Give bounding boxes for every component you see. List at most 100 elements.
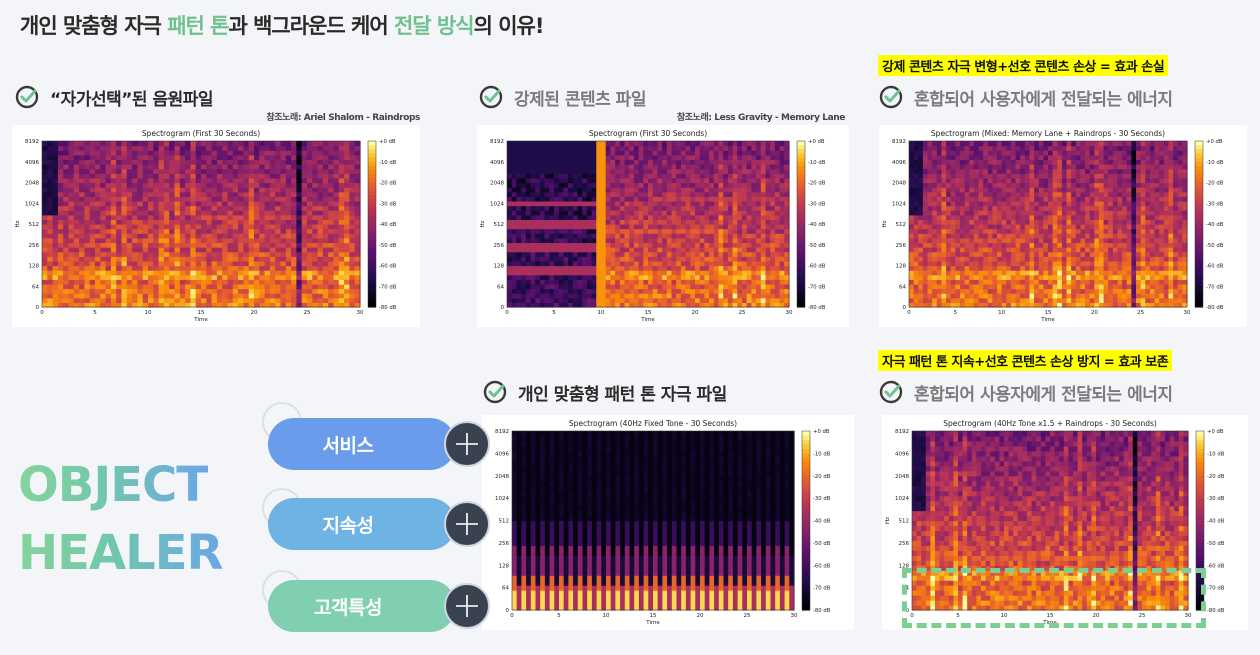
spectrogram-cell (148, 242, 154, 248)
spectrogram-cell (727, 168, 734, 174)
spectrogram-cell (68, 214, 75, 220)
spectrogram-cell (913, 191, 919, 197)
spectrogram-cell (291, 168, 297, 174)
spectrogram-cell (132, 302, 138, 308)
spectrogram-cell (507, 256, 513, 262)
y-tick-label: 0 (36, 305, 40, 311)
spectrogram-cell (153, 214, 160, 220)
spectrogram-cell (624, 205, 630, 211)
spectrogram-cell (941, 200, 947, 207)
spectrogram-cell (285, 302, 292, 308)
spectrogram-cell (633, 302, 640, 308)
spectrogram-cell (163, 297, 170, 303)
spectrogram-cell (227, 288, 234, 294)
spectrogram-cell (285, 288, 292, 294)
spectrogram-cell (648, 233, 654, 239)
spectrogram-cell (685, 205, 691, 211)
spectrogram-cell (333, 247, 340, 253)
spectrogram-cell (248, 270, 255, 276)
colorbar-segment (797, 232, 805, 238)
spectrogram-cell (121, 233, 128, 239)
spectrogram-cell (137, 141, 144, 147)
spectrogram-cell (312, 200, 319, 207)
spectrogram-cell (211, 270, 218, 276)
spectrogram-cell (121, 173, 128, 179)
colorbar-tick-label: -10 dB (379, 160, 397, 166)
spectrogram-cell (211, 191, 218, 197)
spectrogram-cell (732, 191, 738, 197)
spectrogram-cell (238, 150, 244, 156)
spectrogram-cell (680, 173, 687, 179)
spectrogram-cell (275, 150, 282, 156)
spectrogram-cell (148, 270, 154, 276)
spectrogram-cell (563, 274, 569, 280)
spectrogram-cell (248, 233, 255, 239)
spectrogram-cell (349, 177, 356, 184)
spectrogram-chosen: Spectrogram (First 30 Seconds) 8192 4096 20… (12, 125, 420, 327)
spectrogram-cell (227, 297, 234, 303)
spectrogram-cell (685, 177, 691, 184)
spectrogram-cell (216, 145, 223, 151)
spectrogram-cell (918, 279, 924, 285)
spectrogram-cell (544, 265, 550, 271)
spectrogram-cell (243, 270, 250, 276)
spectrogram-cell (296, 177, 303, 184)
spectrogram-cell (153, 265, 160, 271)
spectrogram-cell (344, 288, 350, 294)
spectrogram-cell (206, 219, 213, 225)
spectrogram-cell (913, 302, 919, 308)
spectrogram-cell (577, 247, 583, 253)
spectrogram-cell (918, 187, 924, 193)
spectrogram-cell (577, 205, 583, 211)
spectrogram-cell (605, 159, 611, 165)
spectrogram-cell (338, 145, 345, 151)
spectrogram-cell (275, 191, 282, 197)
spectrogram-cell (195, 242, 202, 248)
spectrogram-cell (211, 205, 218, 211)
spectrogram-cell (577, 177, 583, 184)
spectrogram-cell (568, 237, 574, 244)
spectrogram-cell (723, 173, 729, 179)
spectrogram-cell (238, 260, 244, 267)
spectrogram-cell (110, 173, 117, 179)
colorbar-segment (368, 211, 376, 217)
spectrogram-cell (652, 288, 658, 294)
spectrogram-cell (190, 274, 197, 280)
spectrogram-cell (338, 154, 345, 161)
spectrogram-cell (525, 177, 532, 184)
spectrogram-cell (955, 200, 961, 207)
spectrogram-cell (264, 200, 271, 207)
spectrogram-cell (959, 182, 966, 188)
spectrogram-cell (909, 182, 915, 188)
spectrogram-cell (100, 214, 107, 220)
spectrogram-cell (516, 196, 522, 202)
spectrogram-cell (275, 164, 282, 170)
spectrogram-cell (742, 265, 748, 271)
spectrogram-cell (662, 159, 668, 165)
spectrogram-cell (535, 242, 541, 248)
spectrogram-cell (201, 164, 207, 170)
spectrogram-cell (89, 274, 96, 280)
spectrogram-cell (657, 256, 663, 262)
spectrogram-cell (723, 145, 729, 151)
spectrogram-cell (222, 242, 229, 248)
spectrogram-cell (322, 196, 329, 202)
spectrogram-cell (206, 270, 213, 276)
spectrogram-cell (354, 154, 361, 161)
spectrogram-cell (742, 182, 748, 188)
spectrogram-cell (312, 187, 319, 193)
spectrogram-cell (142, 297, 149, 303)
spectrogram-cell (354, 145, 361, 151)
spectrogram-cell (190, 279, 197, 285)
spectrogram-cell (732, 260, 738, 267)
spectrogram-cell (322, 205, 329, 211)
spectrogram-cell (690, 279, 696, 285)
colorbar-segment (368, 145, 376, 150)
spectrogram-cell (737, 270, 743, 276)
spectrogram-cell (690, 247, 696, 253)
spectrogram-cell (79, 214, 85, 220)
spectrogram-cell (47, 242, 54, 248)
spectrogram-cell (349, 283, 356, 290)
spectrogram-cell (296, 173, 303, 179)
spectrogram-cell (344, 256, 350, 262)
